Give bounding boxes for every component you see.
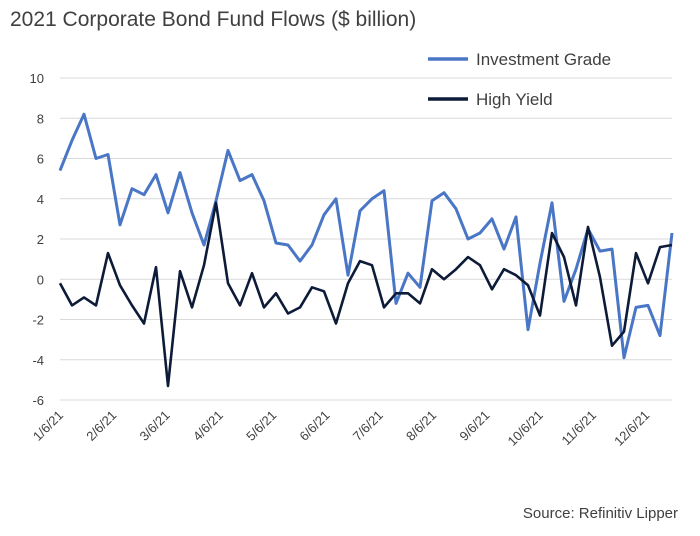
legend-label-investment-grade: Investment Grade [476, 50, 611, 69]
y-tick-label: 10 [30, 71, 44, 86]
y-tick-label: -6 [32, 393, 44, 408]
x-tick-label: 12/6/21 [611, 408, 652, 449]
source-note: Source: Refinitiv Lipper [522, 505, 678, 522]
x-tick-label: 11/6/21 [559, 408, 600, 449]
y-tick-label: -4 [32, 353, 44, 368]
y-tick-label: 6 [37, 152, 44, 167]
x-tick-label: 8/6/21 [403, 408, 439, 444]
x-axis-ticks: 1/6/21 2/6/21 3/6/21 4/6/21 5/6/21 6/6/21 7/6/… [30, 408, 652, 449]
y-tick-label: -2 [32, 313, 44, 328]
y-tick-label: 0 [37, 272, 44, 287]
x-tick-label: 9/6/21 [456, 408, 492, 444]
y-tick-label: 4 [37, 192, 44, 207]
x-tick-label: 3/6/21 [137, 408, 173, 444]
series-line-high-yield [58, 201, 673, 388]
legend-label-high-yield: High Yield [476, 90, 553, 109]
series-line-investment-grade [58, 112, 674, 360]
x-tick-label: 1/6/21 [30, 408, 66, 444]
y-tick-label: 8 [37, 111, 44, 126]
x-tick-label: 6/6/21 [296, 408, 332, 444]
x-tick-label: 7/6/21 [350, 408, 386, 444]
x-tick-label: 10/6/21 [505, 408, 546, 449]
x-tick-label: 5/6/21 [243, 408, 279, 444]
x-tick-label: 2/6/21 [83, 408, 119, 444]
y-tick-label: 2 [37, 232, 44, 247]
series-lines [58, 112, 674, 388]
chart-title: 2021 Corporate Bond Fund Flows ($ billio… [10, 8, 417, 31]
legend: Investment Grade High Yield [428, 50, 611, 109]
y-axis-ticks: 10 8 6 4 2 0 -2 -4 -6 [30, 71, 44, 408]
x-tick-label: 4/6/21 [190, 408, 226, 444]
gridlines [60, 77, 672, 401]
